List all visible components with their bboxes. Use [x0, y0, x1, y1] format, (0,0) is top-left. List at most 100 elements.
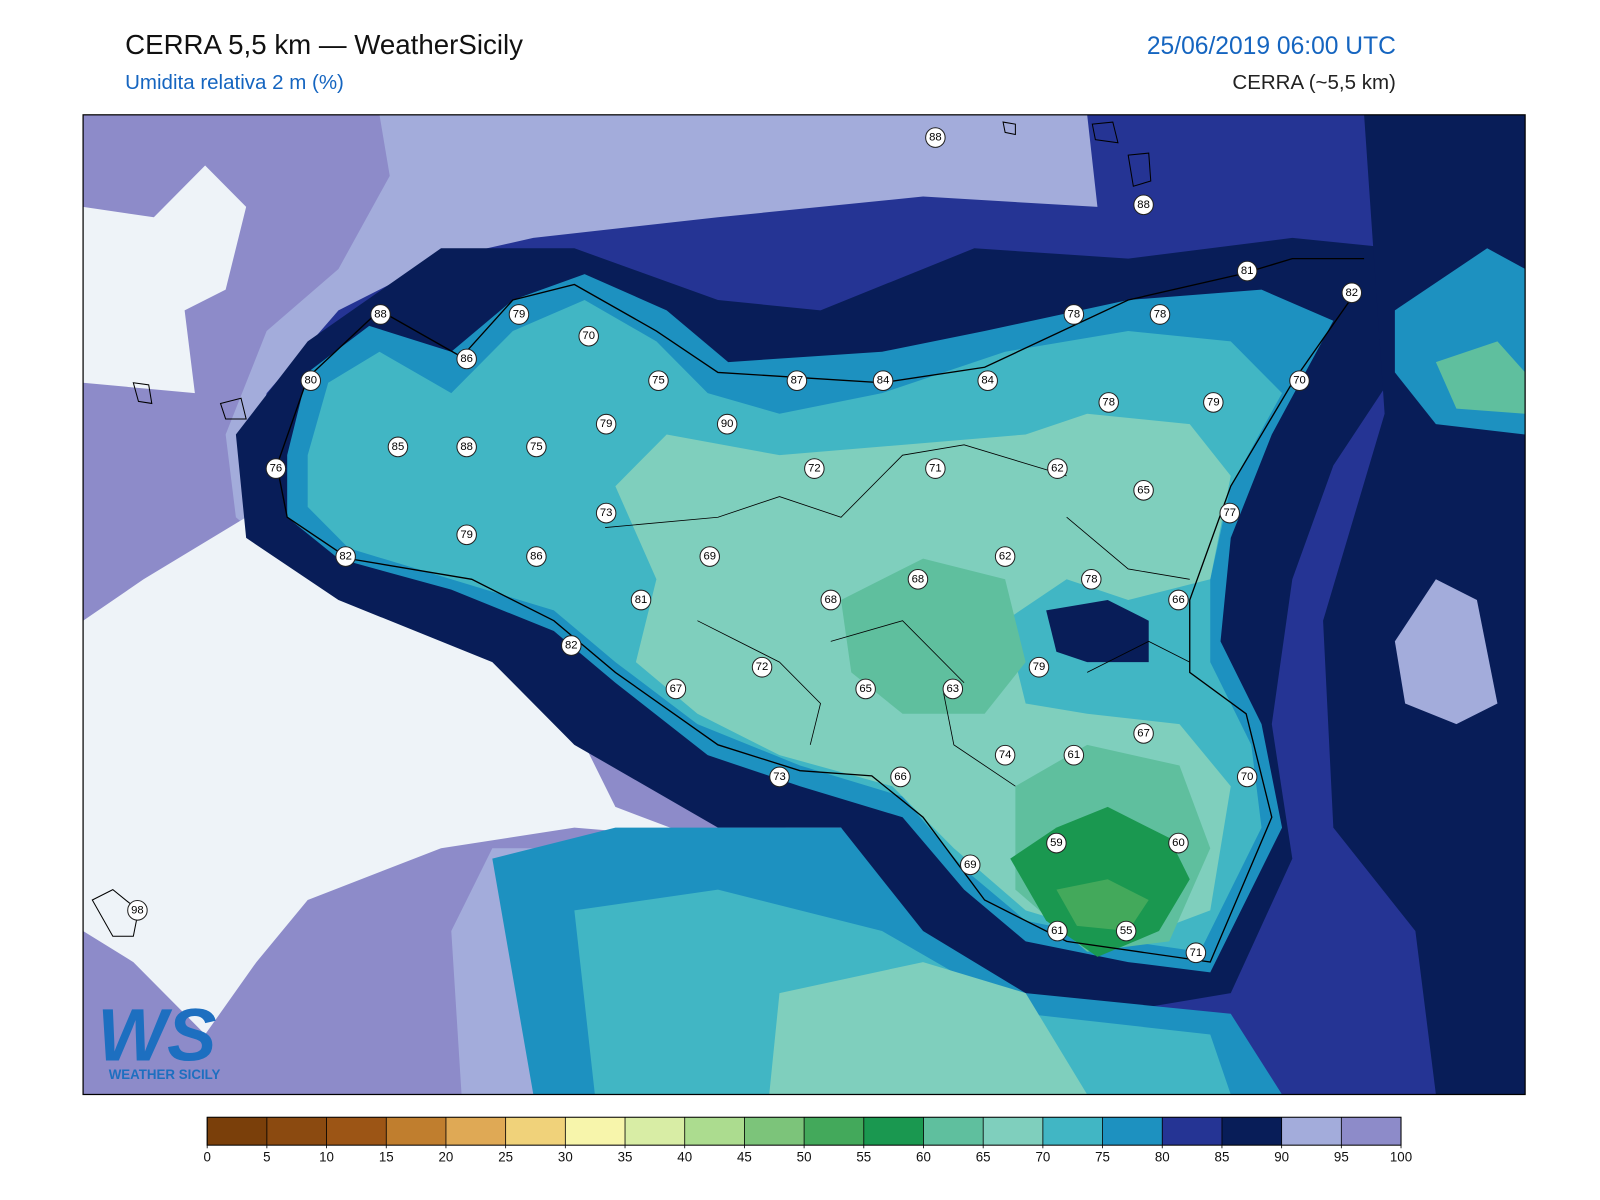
station-value: 70	[1241, 771, 1254, 783]
colorbar-tick-label: 5	[263, 1150, 270, 1165]
station-value: 82	[1346, 287, 1359, 299]
station-marker	[942, 678, 964, 700]
station-marker	[127, 900, 148, 921]
station-marker	[561, 635, 582, 656]
station-marker	[595, 413, 617, 435]
station-marker	[1133, 194, 1154, 216]
station-value: 70	[1293, 375, 1306, 387]
station-marker	[769, 766, 790, 788]
station-value: 78	[1068, 308, 1081, 320]
station-value: 81	[1241, 265, 1254, 277]
station-marker	[387, 436, 409, 458]
station-marker	[1115, 920, 1137, 942]
colorbar-tick-label: 90	[1274, 1150, 1289, 1165]
station-value: 70	[582, 330, 595, 342]
station-value: 79	[1207, 396, 1220, 408]
colorbar-segment	[565, 1117, 626, 1146]
station-marker	[994, 744, 1016, 766]
colorbar-tick-label: 65	[976, 1150, 991, 1165]
logo-mark: WS	[97, 993, 216, 1076]
station-value: 75	[652, 375, 665, 387]
station-marker	[751, 656, 773, 678]
station-marker	[1185, 942, 1207, 964]
station-marker	[1028, 656, 1050, 678]
station-value: 88	[1137, 199, 1150, 211]
station-marker	[1236, 766, 1258, 788]
station-value: 59	[1050, 837, 1063, 849]
colorbar-segment	[923, 1117, 984, 1146]
colorbar-tick-label: 55	[856, 1150, 871, 1165]
station-value: 78	[1102, 396, 1115, 408]
station-value: 77	[1223, 507, 1236, 519]
station-value: 79	[513, 308, 526, 320]
colorbar-tick-label: 40	[677, 1150, 692, 1165]
station-marker	[925, 458, 946, 479]
station-marker	[1047, 458, 1068, 479]
station-marker	[335, 546, 356, 567]
station-value: 65	[1137, 484, 1150, 496]
colorbar-segment	[386, 1117, 446, 1146]
colorbar-segment	[744, 1117, 805, 1146]
station-marker	[370, 304, 391, 325]
station-marker	[1149, 304, 1171, 325]
station-value: 98	[131, 904, 144, 916]
colorbar-segment	[1341, 1117, 1402, 1146]
title: CERRA 5,5 km — WeatherSicily	[125, 29, 523, 60]
station-marker	[907, 568, 929, 590]
station-marker	[1133, 723, 1154, 744]
station-marker	[820, 589, 842, 611]
station-value: 55	[1120, 925, 1133, 937]
station-marker	[456, 436, 477, 458]
station-value: 79	[1033, 661, 1046, 673]
station-marker	[630, 589, 652, 611]
station-value: 79	[600, 418, 613, 430]
station-value: 80	[304, 375, 317, 387]
colorbar-tick-label: 45	[737, 1150, 752, 1165]
station-marker	[716, 413, 738, 435]
station-marker	[1236, 260, 1258, 282]
colorbar-tick-label: 80	[1155, 1150, 1170, 1165]
station-marker	[526, 436, 547, 458]
station-marker	[872, 370, 894, 392]
station-marker	[1081, 568, 1102, 590]
colorbar-tick-label: 10	[319, 1150, 334, 1165]
station-value: 66	[894, 771, 907, 783]
station-marker	[300, 370, 322, 392]
station-value: 76	[270, 463, 283, 475]
station-value: 82	[565, 639, 578, 651]
station-value: 67	[1137, 727, 1150, 739]
station-labels: 88 88 81 82 88 79 70 86 80 75 87 84 84 78 78 78 79 70 79 90…	[127, 127, 1363, 964]
station-value: 73	[773, 771, 786, 783]
station-marker	[1341, 282, 1363, 304]
datetime: 25/06/2019 06:00 UTC	[1147, 33, 1396, 60]
station-marker	[648, 370, 669, 392]
station-marker	[994, 546, 1016, 567]
station-marker	[925, 127, 946, 148]
station-value: 86	[460, 353, 473, 365]
station-value: 65	[859, 683, 872, 695]
station-marker	[456, 348, 477, 370]
colorbar-tick-label: 25	[498, 1150, 513, 1165]
station-marker	[1133, 480, 1154, 501]
station-value: 60	[1172, 837, 1185, 849]
colorbar-segment	[684, 1117, 745, 1146]
station-value: 71	[1190, 947, 1203, 959]
station-value: 61	[1068, 749, 1081, 761]
station-value: 68	[912, 573, 925, 585]
station-value: 85	[392, 441, 405, 453]
station-value: 87	[791, 375, 804, 387]
colorbar-tick-label: 70	[1035, 1150, 1050, 1165]
station-marker	[595, 502, 617, 524]
station-value: 62	[999, 551, 1012, 563]
colorbar-tick-label: 50	[797, 1150, 812, 1165]
colorbar-tick-label: 60	[916, 1150, 931, 1165]
station-marker	[1203, 392, 1224, 413]
station-value: 82	[339, 551, 352, 563]
station-value: 71	[929, 463, 942, 475]
colorbar-segment	[445, 1117, 506, 1146]
colorbar-tick-label: 15	[379, 1150, 394, 1165]
station-marker	[508, 304, 530, 325]
colorbar-tick-label: 85	[1215, 1150, 1230, 1165]
station-marker	[1046, 832, 1067, 854]
field: 88 88 81 82 88 79 70 86 80 75 87 84 84 78 78 78 79 70 79 90…	[83, 114, 1526, 1095]
